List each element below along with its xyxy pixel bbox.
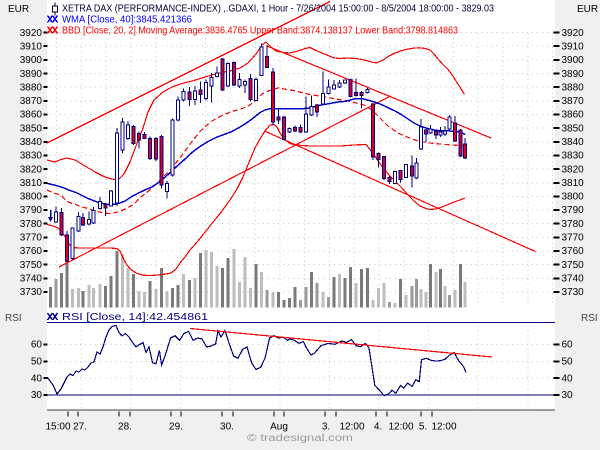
svg-text:5.: 5.	[419, 422, 427, 433]
svg-text:30: 30	[31, 390, 43, 401]
svg-text:3820: 3820	[562, 164, 585, 175]
svg-text:Aug: Aug	[270, 422, 288, 433]
svg-text:© tradesignal.com: © tradesignal.com	[247, 433, 353, 444]
svg-text:3790: 3790	[20, 205, 43, 216]
svg-text:3770: 3770	[562, 233, 585, 244]
svg-text:RSI: RSI	[5, 313, 22, 324]
svg-text:3910: 3910	[562, 42, 585, 53]
svg-text:WMA [Close, 40]:3845.421366: WMA [Close, 40]:3845.421366	[62, 15, 192, 26]
svg-text:60: 60	[31, 340, 43, 351]
svg-text:12:00: 12:00	[388, 422, 413, 433]
svg-text:15:00: 15:00	[45, 422, 70, 433]
svg-text:3860: 3860	[562, 110, 585, 121]
svg-text:4.: 4.	[374, 422, 382, 433]
svg-text:3910: 3910	[20, 42, 43, 53]
svg-text:3900: 3900	[562, 55, 585, 66]
svg-text:3810: 3810	[562, 178, 585, 189]
svg-text:3810: 3810	[20, 178, 43, 189]
svg-text:3890: 3890	[20, 69, 43, 80]
svg-text:3750: 3750	[562, 260, 585, 271]
svg-text:12:00: 12:00	[339, 422, 364, 433]
svg-text:EUR: EUR	[577, 4, 598, 15]
svg-text:3740: 3740	[20, 274, 43, 285]
svg-text:3780: 3780	[20, 219, 43, 230]
svg-text:EUR: EUR	[8, 4, 29, 15]
svg-text:3730: 3730	[20, 287, 43, 298]
svg-text:BBD [Close, 20, 2] Moving Aver: BBD [Close, 20, 2] Moving Average:3836.4…	[62, 26, 458, 37]
svg-text:3740: 3740	[562, 274, 585, 285]
svg-text:3920: 3920	[20, 28, 43, 39]
svg-text:3840: 3840	[20, 137, 43, 148]
svg-text:3790: 3790	[562, 205, 585, 216]
svg-text:RSI [Close, 14]:42.454861: RSI [Close, 14]:42.454861	[62, 312, 209, 323]
svg-text:12:00: 12:00	[431, 422, 456, 433]
svg-text:3760: 3760	[562, 246, 585, 257]
svg-text:3830: 3830	[20, 151, 43, 162]
svg-text:3900: 3900	[20, 55, 43, 66]
svg-text:40: 40	[31, 373, 43, 384]
svg-text:60: 60	[562, 340, 574, 351]
svg-text:3800: 3800	[562, 192, 585, 203]
svg-text:3920: 3920	[562, 28, 585, 39]
svg-text:27.: 27.	[73, 422, 87, 433]
svg-text:3820: 3820	[20, 164, 43, 175]
svg-text:30: 30	[562, 390, 574, 401]
svg-text:3850: 3850	[20, 123, 43, 134]
svg-text:28.: 28.	[118, 422, 132, 433]
svg-text:3880: 3880	[20, 82, 43, 93]
svg-text:RSI: RSI	[581, 313, 598, 324]
svg-text:3730: 3730	[562, 287, 585, 298]
svg-text:3770: 3770	[20, 233, 43, 244]
svg-text:3860: 3860	[20, 110, 43, 121]
svg-text:3890: 3890	[562, 69, 585, 80]
svg-text:3870: 3870	[20, 96, 43, 107]
svg-text:3760: 3760	[20, 246, 43, 257]
svg-text:3.: 3.	[322, 422, 330, 433]
svg-text:3800: 3800	[20, 192, 43, 203]
svg-text:50: 50	[562, 357, 574, 368]
svg-text:3830: 3830	[562, 151, 585, 162]
svg-text:50: 50	[31, 357, 43, 368]
svg-text:40: 40	[562, 373, 574, 384]
svg-text:3750: 3750	[20, 260, 43, 271]
svg-text:29.: 29.	[169, 422, 183, 433]
svg-text:3880: 3880	[562, 82, 585, 93]
svg-text:3840: 3840	[562, 137, 585, 148]
svg-text:3870: 3870	[562, 96, 585, 107]
svg-text:XETRA DAX (PERFORMANCE-INDEX): XETRA DAX (PERFORMANCE-INDEX) ,.GDAXI, 1…	[62, 4, 494, 15]
svg-text:3850: 3850	[562, 123, 585, 134]
svg-text:30.: 30.	[220, 422, 234, 433]
svg-text:3780: 3780	[562, 219, 585, 230]
